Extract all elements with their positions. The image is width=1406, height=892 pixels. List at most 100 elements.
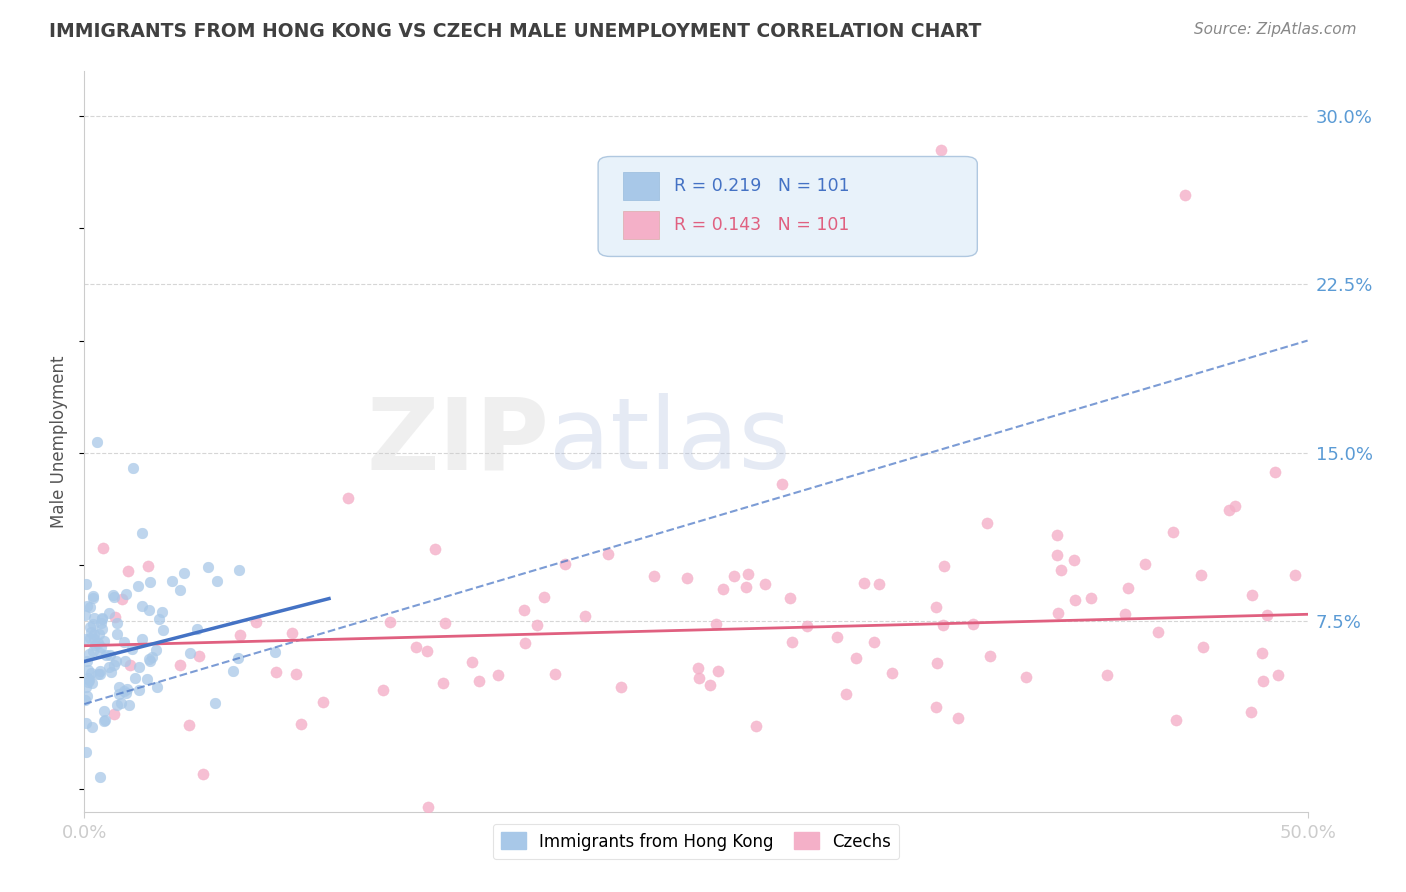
Text: R = 0.143   N = 101: R = 0.143 N = 101 [673, 216, 849, 234]
Point [932, 618, 955, 632]
Point [264, 665, 287, 680]
Text: IMMIGRANTS FROM HONG KONG VS CZECH MALE UNEMPLOYMENT CORRELATION CHART: IMMIGRANTS FROM HONG KONG VS CZECH MALE … [49, 22, 981, 41]
Point [160, 574, 183, 588]
Point [228, 563, 250, 577]
Point [83, 627, 105, 641]
Point [1063, 553, 1085, 567]
FancyBboxPatch shape [598, 156, 977, 257]
Point [118, 658, 141, 673]
Point [405, 640, 427, 654]
Point [371, 683, 394, 698]
Point [925, 700, 948, 714]
Point [87, 667, 110, 681]
Point [845, 651, 868, 665]
Point [925, 657, 948, 671]
Point [117, 564, 139, 578]
Point [138, 652, 160, 666]
Point [1240, 705, 1263, 719]
Point [188, 649, 211, 664]
Point [90, 615, 112, 630]
Text: atlas: atlas [550, 393, 790, 490]
Point [118, 698, 141, 712]
Point [229, 628, 252, 642]
Point [1192, 640, 1215, 654]
Point [222, 665, 245, 679]
Point [89, 664, 111, 678]
Point [707, 665, 730, 679]
Point [108, 680, 131, 694]
Point [1218, 502, 1240, 516]
Point [103, 590, 125, 604]
Point [146, 680, 169, 694]
Point [75, 577, 97, 591]
Point [76, 689, 98, 703]
Point [1251, 674, 1274, 689]
Point [1284, 568, 1306, 582]
Point [94, 713, 117, 727]
Point [1223, 500, 1246, 514]
Point [486, 668, 509, 682]
Point [173, 566, 195, 581]
Point [643, 568, 665, 582]
Point [100, 665, 122, 680]
Point [91, 541, 114, 556]
Point [1116, 581, 1139, 595]
Point [290, 717, 312, 731]
Point [121, 642, 143, 657]
Point [1267, 668, 1289, 682]
Point [468, 674, 491, 689]
Point [73, 607, 96, 622]
Point [880, 666, 903, 681]
Point [979, 648, 1001, 663]
Point [1191, 567, 1213, 582]
Point [82, 644, 104, 658]
Point [337, 491, 360, 505]
FancyBboxPatch shape [623, 172, 659, 200]
Y-axis label: Male Unemployment: Male Unemployment [51, 355, 69, 528]
Point [948, 711, 970, 725]
Text: Source: ZipAtlas.com: Source: ZipAtlas.com [1194, 22, 1357, 37]
Point [114, 654, 136, 668]
Point [91, 622, 114, 636]
Point [115, 586, 138, 600]
Point [117, 682, 139, 697]
Point [75, 680, 97, 694]
Point [179, 646, 201, 660]
Point [89, 646, 111, 660]
Point [770, 477, 793, 491]
Point [285, 667, 308, 681]
Point [83, 638, 105, 652]
Point [104, 610, 127, 624]
Point [103, 658, 125, 673]
Point [197, 559, 219, 574]
Point [124, 671, 146, 685]
Point [90, 612, 112, 626]
Point [90, 611, 112, 625]
Point [1114, 607, 1136, 622]
Point [94, 648, 117, 663]
Point [226, 651, 249, 665]
Point [1146, 625, 1168, 640]
Point [686, 660, 709, 674]
Point [75, 693, 97, 707]
Point [1095, 667, 1118, 681]
Point [105, 654, 128, 668]
Point [1164, 713, 1187, 727]
Point [131, 632, 153, 646]
Point [1161, 524, 1184, 539]
Point [574, 609, 596, 624]
Point [83, 610, 105, 624]
Point [1045, 528, 1067, 542]
Point [924, 600, 946, 615]
Point [380, 615, 402, 630]
Point [114, 686, 136, 700]
Point [526, 618, 548, 632]
Point [745, 719, 768, 733]
Point [138, 603, 160, 617]
Point [1264, 465, 1286, 479]
Point [513, 636, 536, 650]
Point [416, 800, 439, 814]
Text: R = 0.219   N = 101: R = 0.219 N = 101 [673, 178, 849, 195]
Point [89, 770, 111, 784]
Point [89, 667, 111, 681]
